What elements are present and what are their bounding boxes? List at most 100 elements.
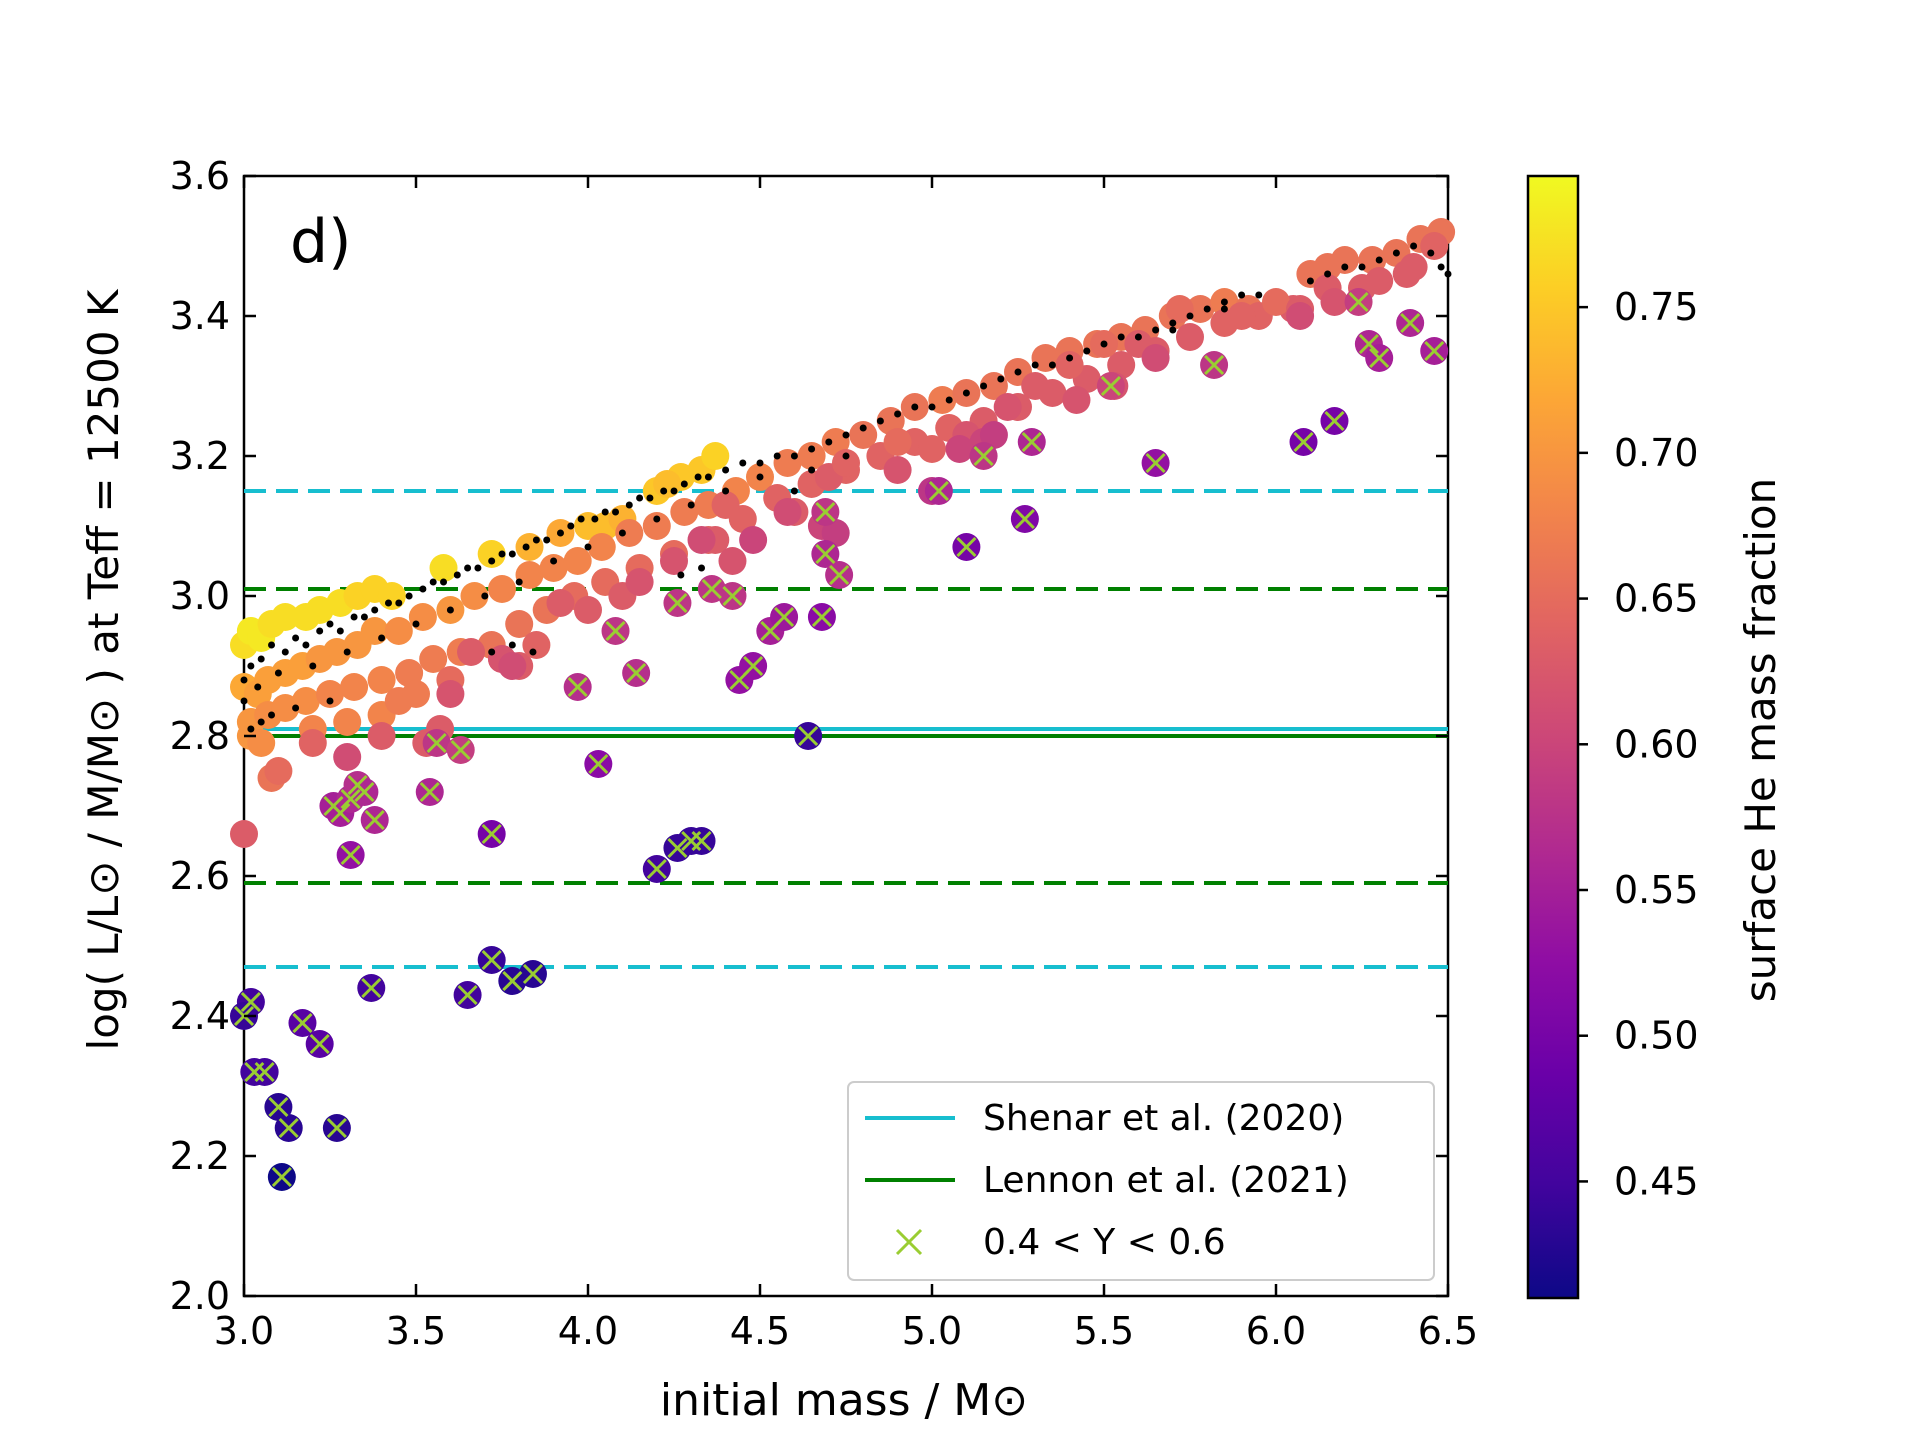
black-dot: [1427, 249, 1435, 257]
legend-frame: [847, 1081, 1435, 1281]
black-dot: [1169, 319, 1177, 327]
model-point: [701, 442, 730, 470]
y-tick-label: 3.0: [170, 574, 230, 618]
black-dot: [488, 557, 496, 565]
model-point: [460, 582, 489, 610]
cross-marker: [811, 606, 832, 628]
black-dot: [429, 578, 437, 586]
black-dot: [911, 403, 919, 411]
panel-label: d): [290, 207, 352, 277]
reference-lines: [244, 489, 1448, 969]
black-dot: [876, 417, 884, 425]
black-dot: [842, 431, 850, 439]
x-tick-label: 6.0: [1246, 1309, 1306, 1353]
cross-marker: [354, 781, 375, 803]
model-point: [298, 729, 327, 757]
black-dot: [1341, 263, 1349, 271]
black-dot: [1220, 298, 1228, 306]
small-black-points: [240, 242, 1452, 733]
cross-marker: [278, 1117, 299, 1139]
model-point: [993, 393, 1022, 421]
model-point: [377, 582, 406, 610]
model-point: [408, 603, 437, 631]
black-dot: [257, 655, 265, 663]
black-dot: [842, 452, 850, 460]
model-point: [1330, 246, 1359, 274]
cross-marker: [1021, 431, 1042, 453]
black-dot: [739, 459, 747, 467]
black-dot: [419, 585, 427, 593]
black-dot: [894, 410, 902, 418]
colorbar: 0.45 0.50 0.55 0.60 0.65 0.70 0.75: [1526, 174, 1699, 1300]
cross-marker: [722, 585, 743, 607]
black-dot: [1186, 312, 1194, 320]
legend: Shenar et al. (2020) Lennon et al. (2021…: [847, 1081, 1435, 1281]
model-point: [1320, 288, 1349, 316]
model-point: [333, 708, 362, 736]
x-tick-label: 3.5: [386, 1309, 446, 1353]
black-dot: [591, 515, 599, 523]
black-dot: [281, 648, 289, 656]
x-tick-label: 5.5: [1074, 1309, 1134, 1353]
cross-marker: [1348, 291, 1369, 313]
cross-marker: [928, 480, 949, 502]
black-dot: [316, 627, 324, 635]
cross-marker: [956, 536, 977, 558]
black-dot: [302, 641, 310, 649]
black-dot: [1169, 326, 1177, 334]
black-dot: [274, 669, 282, 677]
cross-marker: [667, 837, 688, 859]
cross-marker: [1400, 312, 1421, 334]
x-axis-label: initial mass / M⊙: [660, 1375, 1028, 1426]
black-dot: [1083, 347, 1091, 355]
model-point: [247, 729, 276, 757]
black-dot: [240, 697, 248, 705]
model-point: [797, 442, 826, 470]
model-point: [1420, 232, 1449, 260]
black-dot: [773, 452, 781, 460]
black-dot: [694, 473, 702, 481]
black-dot: [653, 515, 661, 523]
black-dot: [336, 627, 344, 635]
model-point: [625, 568, 654, 596]
black-dot: [1375, 256, 1383, 264]
model-point: [563, 547, 592, 575]
cross-marker: [605, 620, 626, 642]
x-tick-label: 4.5: [730, 1309, 790, 1353]
black-dot: [646, 494, 654, 502]
black-dot: [522, 543, 530, 551]
cross-marker: [364, 809, 385, 831]
model-point: [1055, 351, 1084, 379]
black-dot: [1100, 340, 1108, 348]
cross-marker: [743, 655, 764, 677]
cross-marker: [419, 781, 440, 803]
black-dot: [292, 634, 300, 642]
cross-marker: [292, 1012, 313, 1034]
cross-marker: [567, 676, 588, 698]
cross-marker: [340, 844, 361, 866]
model-point: [457, 638, 486, 666]
x-tick-label: 3.0: [214, 1309, 274, 1353]
black-dot: [1306, 277, 1314, 285]
black-dot: [790, 487, 798, 495]
axis-ticks: 3.0 3.5 4.0 4.5 5.0 5.5 6.0 6.5 2.0 2.2 2.4 2.6 2.8 3…: [170, 154, 1479, 1353]
cross-marker: [798, 725, 819, 747]
black-dot: [1358, 263, 1366, 271]
black-dot: [1444, 270, 1452, 278]
cross-marker: [1358, 333, 1379, 355]
black-dot: [488, 648, 496, 656]
black-dot: [1031, 361, 1039, 369]
cross-marker: [701, 578, 722, 600]
black-dot: [326, 620, 334, 628]
black-dot: [825, 438, 833, 446]
black-dot: [498, 550, 506, 558]
black-dot: [412, 620, 420, 628]
black-dot: [567, 522, 575, 530]
black-dot: [440, 578, 448, 586]
black-dot: [247, 725, 255, 733]
model-point: [718, 547, 747, 575]
y-tick-label: 2.0: [170, 1274, 230, 1318]
black-dot: [808, 445, 816, 453]
plot-area: 3.0 3.5 4.0 4.5 5.0 5.5 6.0 6.5 2.0 2.2 2.4 2.6 2.8 3…: [170, 154, 1479, 1353]
colorbar-tick-label: 0.55: [1614, 868, 1699, 912]
